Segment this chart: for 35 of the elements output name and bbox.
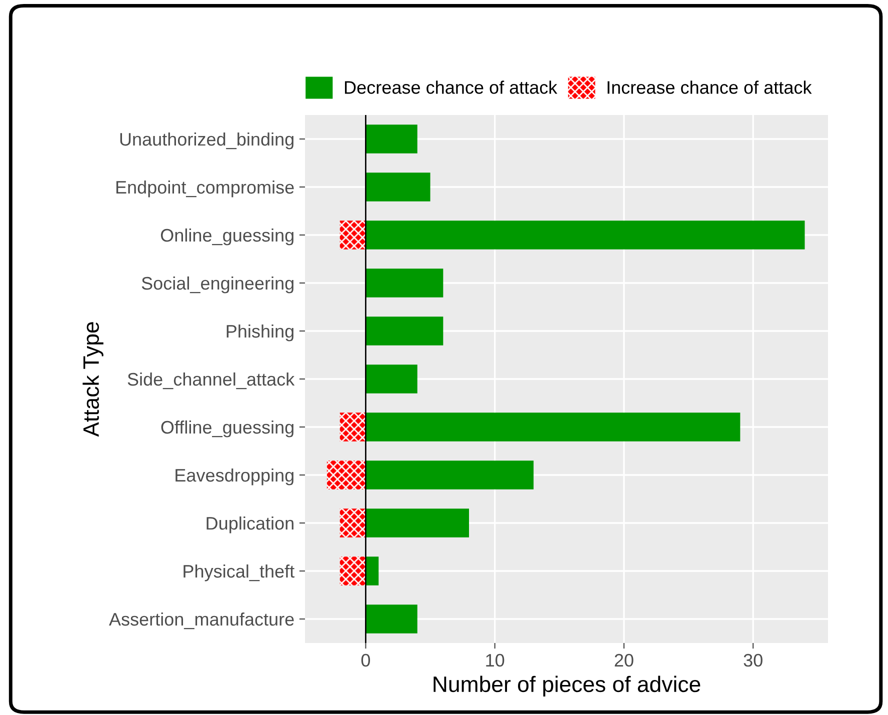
bar <box>366 460 534 490</box>
bar <box>366 316 444 346</box>
bar <box>366 604 418 634</box>
x-tick-label: 0 <box>361 654 370 667</box>
bar <box>366 124 418 154</box>
y-tick-label: Online_guessing <box>160 228 294 246</box>
x-tick-label: 30 <box>744 654 762 667</box>
bar <box>366 508 469 538</box>
bar <box>366 556 379 586</box>
bar <box>340 220 366 250</box>
y-tick-label: Endpoint_compromise <box>116 180 294 198</box>
bar <box>326 460 366 490</box>
y-tick-label: Assertion_manufacture <box>108 612 294 630</box>
bar <box>366 412 740 442</box>
y-tick-label: Physical_theft <box>184 564 294 582</box>
bar <box>366 268 444 298</box>
bar <box>340 556 366 586</box>
y-tick-label: Eavesdropping <box>176 468 294 486</box>
x-tick-label: 20 <box>614 654 634 667</box>
y-tick-label: Duplication <box>206 516 294 534</box>
bar <box>340 508 366 538</box>
y-tick-label: Unauthorized_binding <box>120 132 294 150</box>
y-axis-title: Attack Type <box>82 322 104 437</box>
y-tick-label: Side_channel_attack <box>128 372 295 390</box>
x-tick-label: 10 <box>486 654 504 667</box>
y-tick-label: Phishing <box>226 324 294 342</box>
bar <box>340 412 366 442</box>
bar <box>366 172 430 202</box>
x-axis-title: Number of pieces of advice <box>434 676 700 697</box>
y-tick-label: Offline_guessing <box>161 420 294 438</box>
bar <box>366 220 805 250</box>
y-tick-label: Social_engineering <box>142 276 294 294</box>
legend-label: Increase chance of attack <box>608 80 812 94</box>
legend-label: Decrease chance of attack <box>344 80 558 94</box>
bar <box>366 364 418 394</box>
